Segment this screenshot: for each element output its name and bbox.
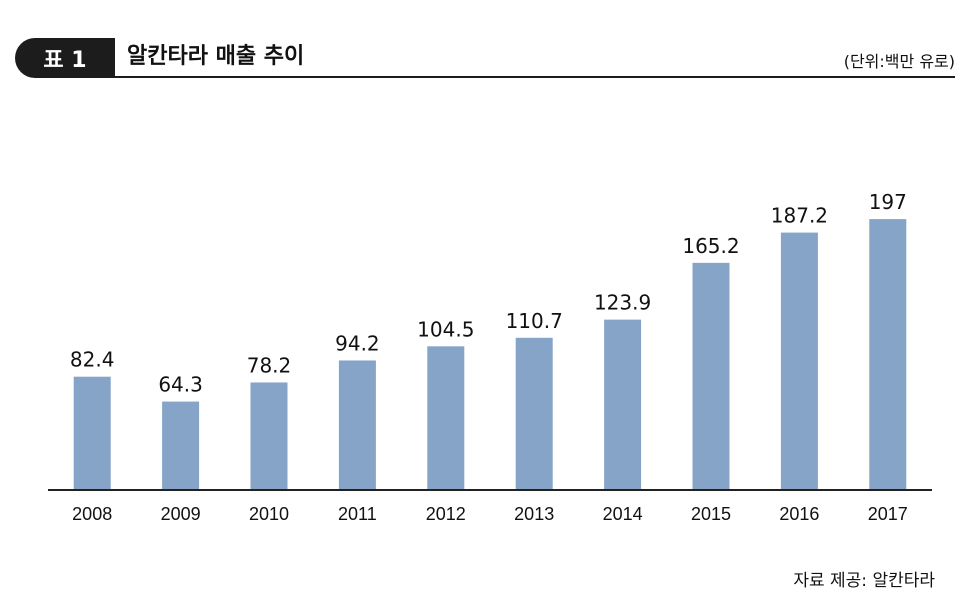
bars-group bbox=[73, 219, 907, 490]
chart-header: 표 1 알칸타라 매출 추이 (단위:백만 유로) bbox=[15, 38, 955, 80]
source-note: 자료 제공: 알칸타라 bbox=[793, 571, 935, 591]
value-label-2015: 165.2 bbox=[682, 234, 739, 258]
x-tick-label-2008: 2008 bbox=[72, 504, 112, 524]
bar-2017 bbox=[869, 219, 907, 490]
value-label-2012: 104.5 bbox=[417, 317, 474, 341]
bar-2013 bbox=[515, 337, 553, 490]
value-label-2009: 64.3 bbox=[158, 373, 203, 397]
value-label-2014: 123.9 bbox=[594, 291, 651, 315]
x-tick-label-2015: 2015 bbox=[691, 504, 731, 524]
bar-2012 bbox=[427, 346, 465, 490]
x-tick-label-2017: 2017 bbox=[868, 504, 908, 524]
value-label-2016: 187.2 bbox=[771, 204, 828, 228]
value-label-2011: 94.2 bbox=[335, 331, 380, 355]
table-number-badge: 표 1 bbox=[15, 38, 115, 78]
x-tick-label-2016: 2016 bbox=[779, 504, 819, 524]
bar-2016 bbox=[780, 232, 818, 490]
bar-2009 bbox=[162, 401, 200, 490]
value-label-2008: 82.4 bbox=[70, 348, 115, 372]
value-labels-group: 82.4 64.3 78.2 94.2 104.5 110.7 123.9 165.2 187.… bbox=[70, 190, 907, 396]
x-tick-label-2014: 2014 bbox=[603, 504, 643, 524]
x-tick-label-2012: 2012 bbox=[426, 504, 466, 524]
chart-title: 알칸타라 매출 추이 bbox=[127, 44, 305, 69]
bar-2011 bbox=[338, 360, 376, 490]
bar-2015 bbox=[692, 262, 730, 490]
value-label-2017: 197 bbox=[869, 190, 907, 214]
header-rule bbox=[115, 76, 955, 78]
bar-2010 bbox=[250, 382, 288, 490]
value-label-2010: 78.2 bbox=[247, 353, 292, 377]
bar-2014 bbox=[604, 319, 642, 490]
x-tick-label-2013: 2013 bbox=[514, 504, 554, 524]
x-tick-label-2011: 2011 bbox=[338, 504, 377, 524]
value-label-2013: 110.7 bbox=[506, 309, 563, 333]
bar-2008 bbox=[73, 376, 111, 490]
x-tick-label-2009: 2009 bbox=[161, 504, 201, 524]
x-tick-label-2010: 2010 bbox=[249, 504, 289, 524]
unit-label: (단위:백만 유로) bbox=[843, 52, 955, 71]
x-tick-labels-group: 2008 2009 2010 2011 2012 2013 2014 2015 2016 2017 bbox=[72, 504, 908, 524]
